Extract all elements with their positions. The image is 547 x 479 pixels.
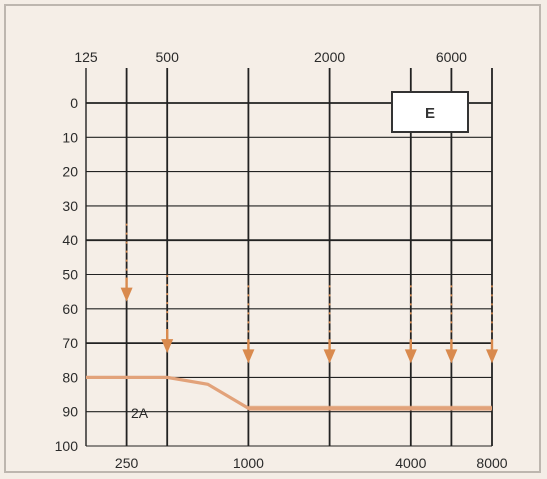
y-tick-label: 70 — [62, 335, 78, 351]
y-tick-label: 100 — [55, 438, 79, 454]
y-tick-label: 60 — [62, 301, 78, 317]
y-tick-label: 40 — [62, 232, 78, 248]
no-response-arrow-icon — [242, 349, 255, 364]
x-tick-label-top: 500 — [156, 49, 180, 65]
y-tick-label: 90 — [62, 404, 78, 420]
y-tick-label: 0 — [70, 95, 78, 111]
audiogram-chart: 0 10 20 30 40 50 60 70 80 90 100 125 500 2000 6000 250 1… — [55, 49, 508, 471]
no-response-arrow-icon — [120, 287, 133, 302]
x-tick-label-top: 125 — [74, 49, 98, 65]
panel-label: E — [425, 105, 435, 122]
x-tick-label-bottom: 1000 — [233, 455, 264, 471]
no-response-arrow-icon — [486, 349, 498, 364]
y-tick-label: 30 — [62, 198, 78, 214]
no-response-arrow-icon — [161, 339, 174, 354]
x-tick-label-bottom: 250 — [115, 455, 139, 471]
panel-label-box — [391, 91, 469, 133]
series-label-2a: 2A — [131, 405, 149, 421]
x-tick-label-top: 6000 — [436, 49, 467, 65]
x-tick-label-bottom: 8000 — [476, 455, 507, 471]
y-tick-label: 10 — [62, 129, 78, 145]
x-tick-label-top: 2000 — [314, 49, 345, 65]
y-tick-label: 50 — [62, 267, 78, 283]
no-response-arrow-icon — [445, 349, 458, 364]
y-tick-label: 80 — [62, 369, 78, 385]
x-tick-label-bottom: 4000 — [395, 455, 426, 471]
y-tick-label: 20 — [62, 164, 78, 180]
chart-frame: 0 10 20 30 40 50 60 70 80 90 100 125 500 2000 6000 250 1… — [4, 4, 541, 473]
no-response-arrow-icon — [404, 349, 417, 364]
no-response-arrow-icon — [323, 349, 336, 364]
